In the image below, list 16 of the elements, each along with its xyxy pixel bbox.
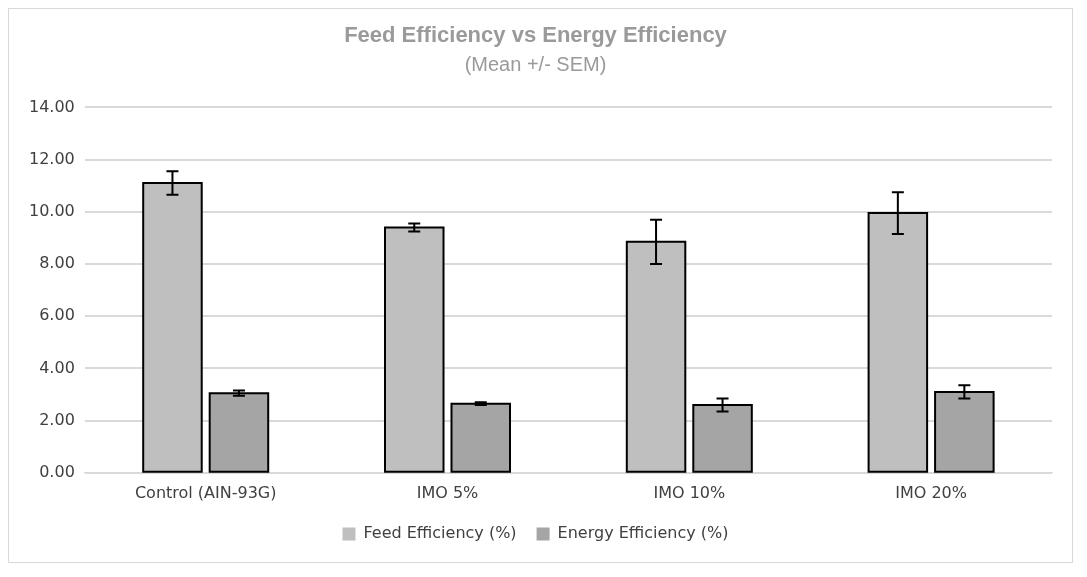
y-tick-label: 4.00 (39, 357, 75, 377)
y-tick-label: 6.00 (39, 305, 75, 325)
y-tick-label: 10.00 (28, 200, 75, 220)
y-tick-label: 14.00 (28, 96, 75, 116)
x-tick-label: IMO 5% (416, 482, 479, 502)
legend-label: Feed Efficiency (%) (363, 523, 517, 543)
x-tick-label: IMO 10% (653, 482, 726, 502)
y-tick-label: 12.00 (28, 148, 75, 168)
chart-subtitle: (Mean +/- SEM) (464, 52, 607, 75)
y-tick-label: 8.00 (39, 253, 75, 273)
y-tick-label: 0.00 (39, 461, 75, 481)
legend-label: Energy Efficiency (%) (557, 523, 729, 543)
x-tick-label: IMO 20% (895, 482, 967, 502)
x-tick-label: Control (AIN-93G) (134, 482, 277, 502)
y-tick-label: 2.00 (39, 409, 75, 429)
chart-title: Feed Efficiency vs Energy Efficiency (344, 22, 728, 48)
